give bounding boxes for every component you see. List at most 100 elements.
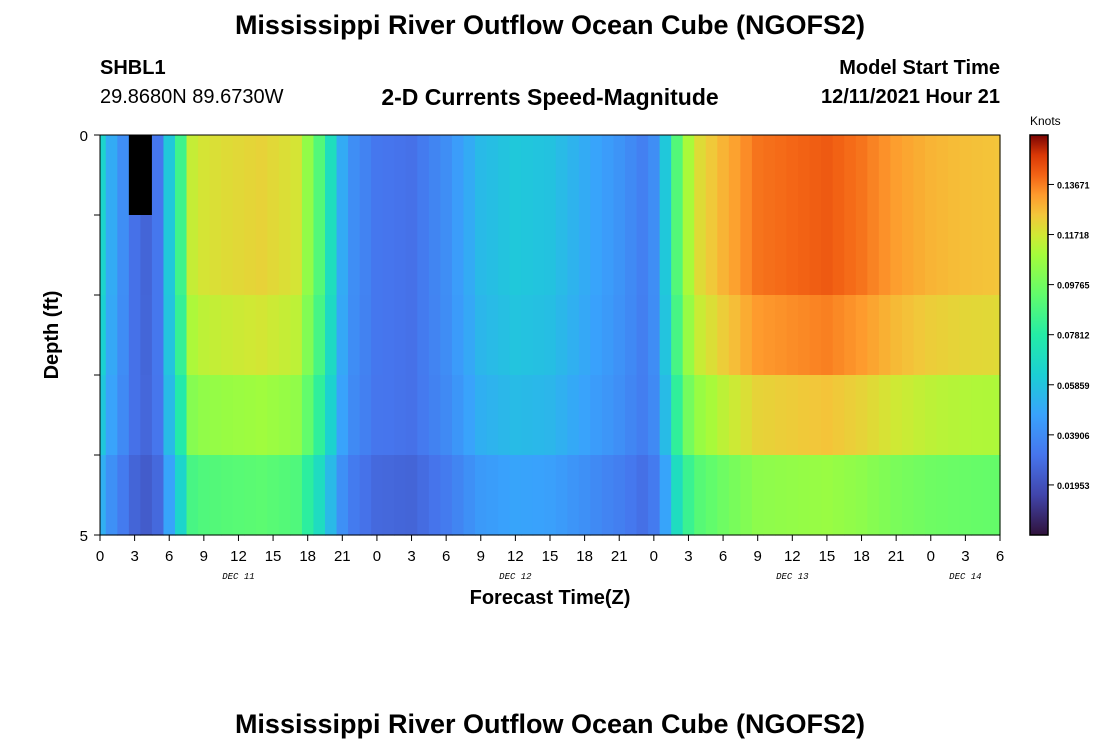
heatmap-cell bbox=[163, 295, 176, 376]
heatmap-cell bbox=[209, 295, 222, 376]
heatmap-cell bbox=[313, 455, 326, 536]
x-tick-label: 0 bbox=[650, 548, 658, 565]
heatmap-cell bbox=[832, 215, 845, 296]
heatmap-cell bbox=[117, 455, 130, 536]
heatmap-cell bbox=[682, 215, 695, 296]
heatmap-cell bbox=[948, 375, 961, 456]
model-start-value: 12/11/2021 Hour 21 bbox=[820, 86, 1000, 108]
x-tick-label: 15 bbox=[819, 548, 836, 565]
heatmap-cell bbox=[290, 135, 303, 216]
date-label: DEC 14 bbox=[949, 572, 981, 582]
heatmap-cell bbox=[786, 375, 799, 456]
heatmap-cell bbox=[982, 215, 995, 296]
heatmap-cell bbox=[521, 375, 534, 456]
heatmap-cell bbox=[348, 375, 361, 456]
x-axis: 0 3 6 9 12 15 18 21 0 3 6 9 12 15 18 21 0 3 6 9 12 15 18 21 0 3 6 D… bbox=[96, 535, 1004, 582]
heatmap-cell bbox=[601, 215, 615, 296]
heatmap-cell bbox=[175, 375, 188, 456]
heatmap-cell bbox=[151, 215, 165, 296]
heatmap-cell bbox=[717, 215, 730, 296]
heatmap-cell bbox=[601, 295, 615, 376]
heatmap-cell bbox=[405, 455, 418, 536]
heatmap-cell bbox=[417, 215, 430, 296]
heatmap-cell bbox=[751, 215, 765, 296]
heatmap-cell bbox=[244, 375, 257, 456]
heatmap-cell bbox=[359, 375, 372, 456]
heatmap-cell bbox=[578, 135, 591, 216]
heatmap-cell bbox=[544, 215, 557, 296]
heatmap-cell bbox=[163, 375, 176, 456]
heatmap-cell bbox=[832, 375, 845, 456]
heatmap-cell bbox=[140, 215, 153, 296]
heatmap-cell bbox=[463, 295, 476, 376]
heatmap-cell bbox=[100, 375, 107, 456]
heatmap-cell bbox=[728, 135, 741, 216]
heatmap-cell bbox=[440, 295, 453, 376]
heatmap-cell bbox=[394, 455, 407, 536]
x-tick-label: 18 bbox=[576, 548, 593, 565]
heatmap-cell bbox=[498, 455, 511, 536]
heatmap-cell bbox=[371, 295, 384, 376]
heatmap-cell bbox=[221, 295, 234, 376]
heatmap-cell bbox=[786, 135, 799, 216]
heatmap-cell bbox=[301, 295, 315, 376]
heatmap-cell bbox=[105, 455, 118, 536]
colorbar-tick-label: 0.11718 bbox=[1057, 231, 1089, 241]
heatmap-cell bbox=[336, 295, 349, 376]
heatmap-cell bbox=[198, 375, 211, 456]
heatmap-cell bbox=[301, 135, 315, 216]
heatmap-cell bbox=[775, 215, 788, 296]
heatmap-cell bbox=[740, 375, 753, 456]
heatmap-cell bbox=[913, 295, 926, 376]
heatmap-cell bbox=[671, 455, 684, 536]
heatmap-cell bbox=[428, 295, 441, 376]
heatmap-cell bbox=[625, 295, 638, 376]
heatmap-cell bbox=[959, 215, 972, 296]
heatmap-cell bbox=[278, 215, 291, 296]
heatmap-cell bbox=[175, 135, 188, 216]
heatmap-cell bbox=[255, 295, 268, 376]
heatmap-cell bbox=[151, 135, 165, 216]
heatmap-cell bbox=[382, 455, 395, 536]
heatmap-cell bbox=[186, 455, 199, 536]
heatmap-cell bbox=[498, 375, 511, 456]
heatmap-cell bbox=[117, 215, 130, 296]
heatmap-cell bbox=[428, 215, 441, 296]
heatmap-cell bbox=[244, 455, 257, 536]
x-tick-label: 18 bbox=[299, 548, 316, 565]
heatmap-cell bbox=[348, 295, 361, 376]
heatmap-cell bbox=[348, 135, 361, 216]
heatmap-cell bbox=[728, 455, 741, 536]
heatmap-cell bbox=[936, 135, 949, 216]
heatmap-cell bbox=[463, 375, 476, 456]
heatmap-cell bbox=[948, 455, 961, 536]
heatmap-cell bbox=[590, 375, 603, 456]
heatmap-cell bbox=[359, 135, 372, 216]
heatmap-cell bbox=[867, 135, 880, 216]
heatmap-cell bbox=[428, 455, 441, 536]
heatmap-cell bbox=[325, 375, 338, 456]
heatmap-cell bbox=[855, 375, 868, 456]
heatmap-cell bbox=[140, 135, 153, 216]
heatmap-cell bbox=[440, 215, 453, 296]
heatmap-cell bbox=[128, 455, 141, 536]
heatmap-cell bbox=[417, 375, 430, 456]
heatmap-cell bbox=[578, 295, 591, 376]
heatmap-cell bbox=[590, 135, 603, 216]
heatmap-cell bbox=[613, 375, 626, 456]
heatmap-cell bbox=[417, 135, 430, 216]
heatmap-cell bbox=[878, 375, 891, 456]
heatmap-cell bbox=[544, 295, 557, 376]
heatmap-cell bbox=[855, 215, 868, 296]
heatmap-cell bbox=[913, 455, 926, 536]
x-tick-label: 9 bbox=[477, 548, 485, 565]
station-id: SHBL1 bbox=[100, 57, 166, 79]
heatmap-cell bbox=[186, 135, 199, 216]
heatmap-cell bbox=[336, 375, 349, 456]
heatmap-cell bbox=[267, 375, 280, 456]
heatmap-cell bbox=[417, 295, 430, 376]
heatmap-cell bbox=[959, 295, 972, 376]
heatmap-cell bbox=[982, 295, 995, 376]
heatmap-cell bbox=[348, 455, 361, 536]
model-start-label: Model Start Time bbox=[839, 57, 1000, 79]
